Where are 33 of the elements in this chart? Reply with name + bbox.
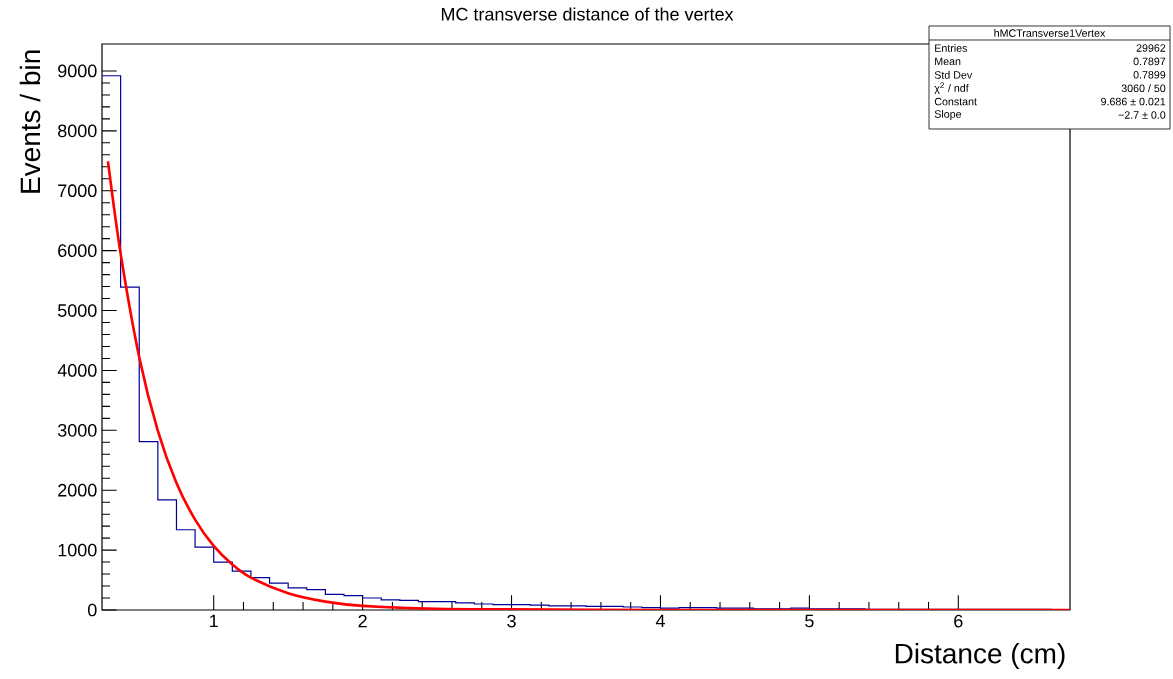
annotation: Slope — [934, 110, 962, 120]
annotation: Entries — [935, 44, 968, 52]
annotation: Std Dev — [934, 70, 973, 79]
annotation: Mean — [935, 57, 961, 66]
x-tick-label: 4 — [655, 614, 665, 628]
y-tick-label: 5000 — [57, 304, 97, 317]
y-axis-title: Events / bin — [19, 50, 41, 193]
text: 3060 / 50 — [1121, 84, 1166, 93]
x-tick-label: 2 — [358, 614, 367, 628]
y-tick-label: 8000 — [58, 124, 97, 138]
y-tick-label: 9000 — [58, 64, 97, 78]
line-series — [106, 160, 1070, 610]
x-tick-label: 3 — [507, 614, 516, 628]
text: −2.7 ± 0.0 — [1118, 111, 1166, 119]
text: 29962 — [1136, 44, 1166, 52]
x-tick-label: 1 — [210, 614, 218, 628]
y-tick-label: 6000 — [58, 244, 97, 257]
y-tick-label: 2000 — [58, 483, 97, 497]
y-tick-label: 7000 — [58, 184, 97, 198]
text: 9.686 ± 0.021 — [1101, 97, 1166, 106]
x-tick-label: 6 — [954, 614, 963, 628]
chart-title: MC transverse distance of the vertex — [441, 7, 734, 21]
y-tick-label: 1000 — [58, 543, 97, 557]
x-tick-label: 5 — [805, 614, 814, 628]
text: hMCTransverse1Vertex — [994, 29, 1106, 37]
x-axis-title: Distance (cm) — [895, 642, 1065, 670]
text: 0.7897 — [1133, 57, 1166, 66]
annotation: Constant — [934, 97, 977, 106]
y-tick-label: 3000 — [57, 423, 97, 437]
y-tick-label: 0 — [87, 603, 97, 617]
annotation: χ$^{2}$ / ndf — [934, 82, 969, 94]
text: 0.7899 — [1133, 71, 1166, 79]
y-tick-label: 4000 — [57, 364, 97, 377]
